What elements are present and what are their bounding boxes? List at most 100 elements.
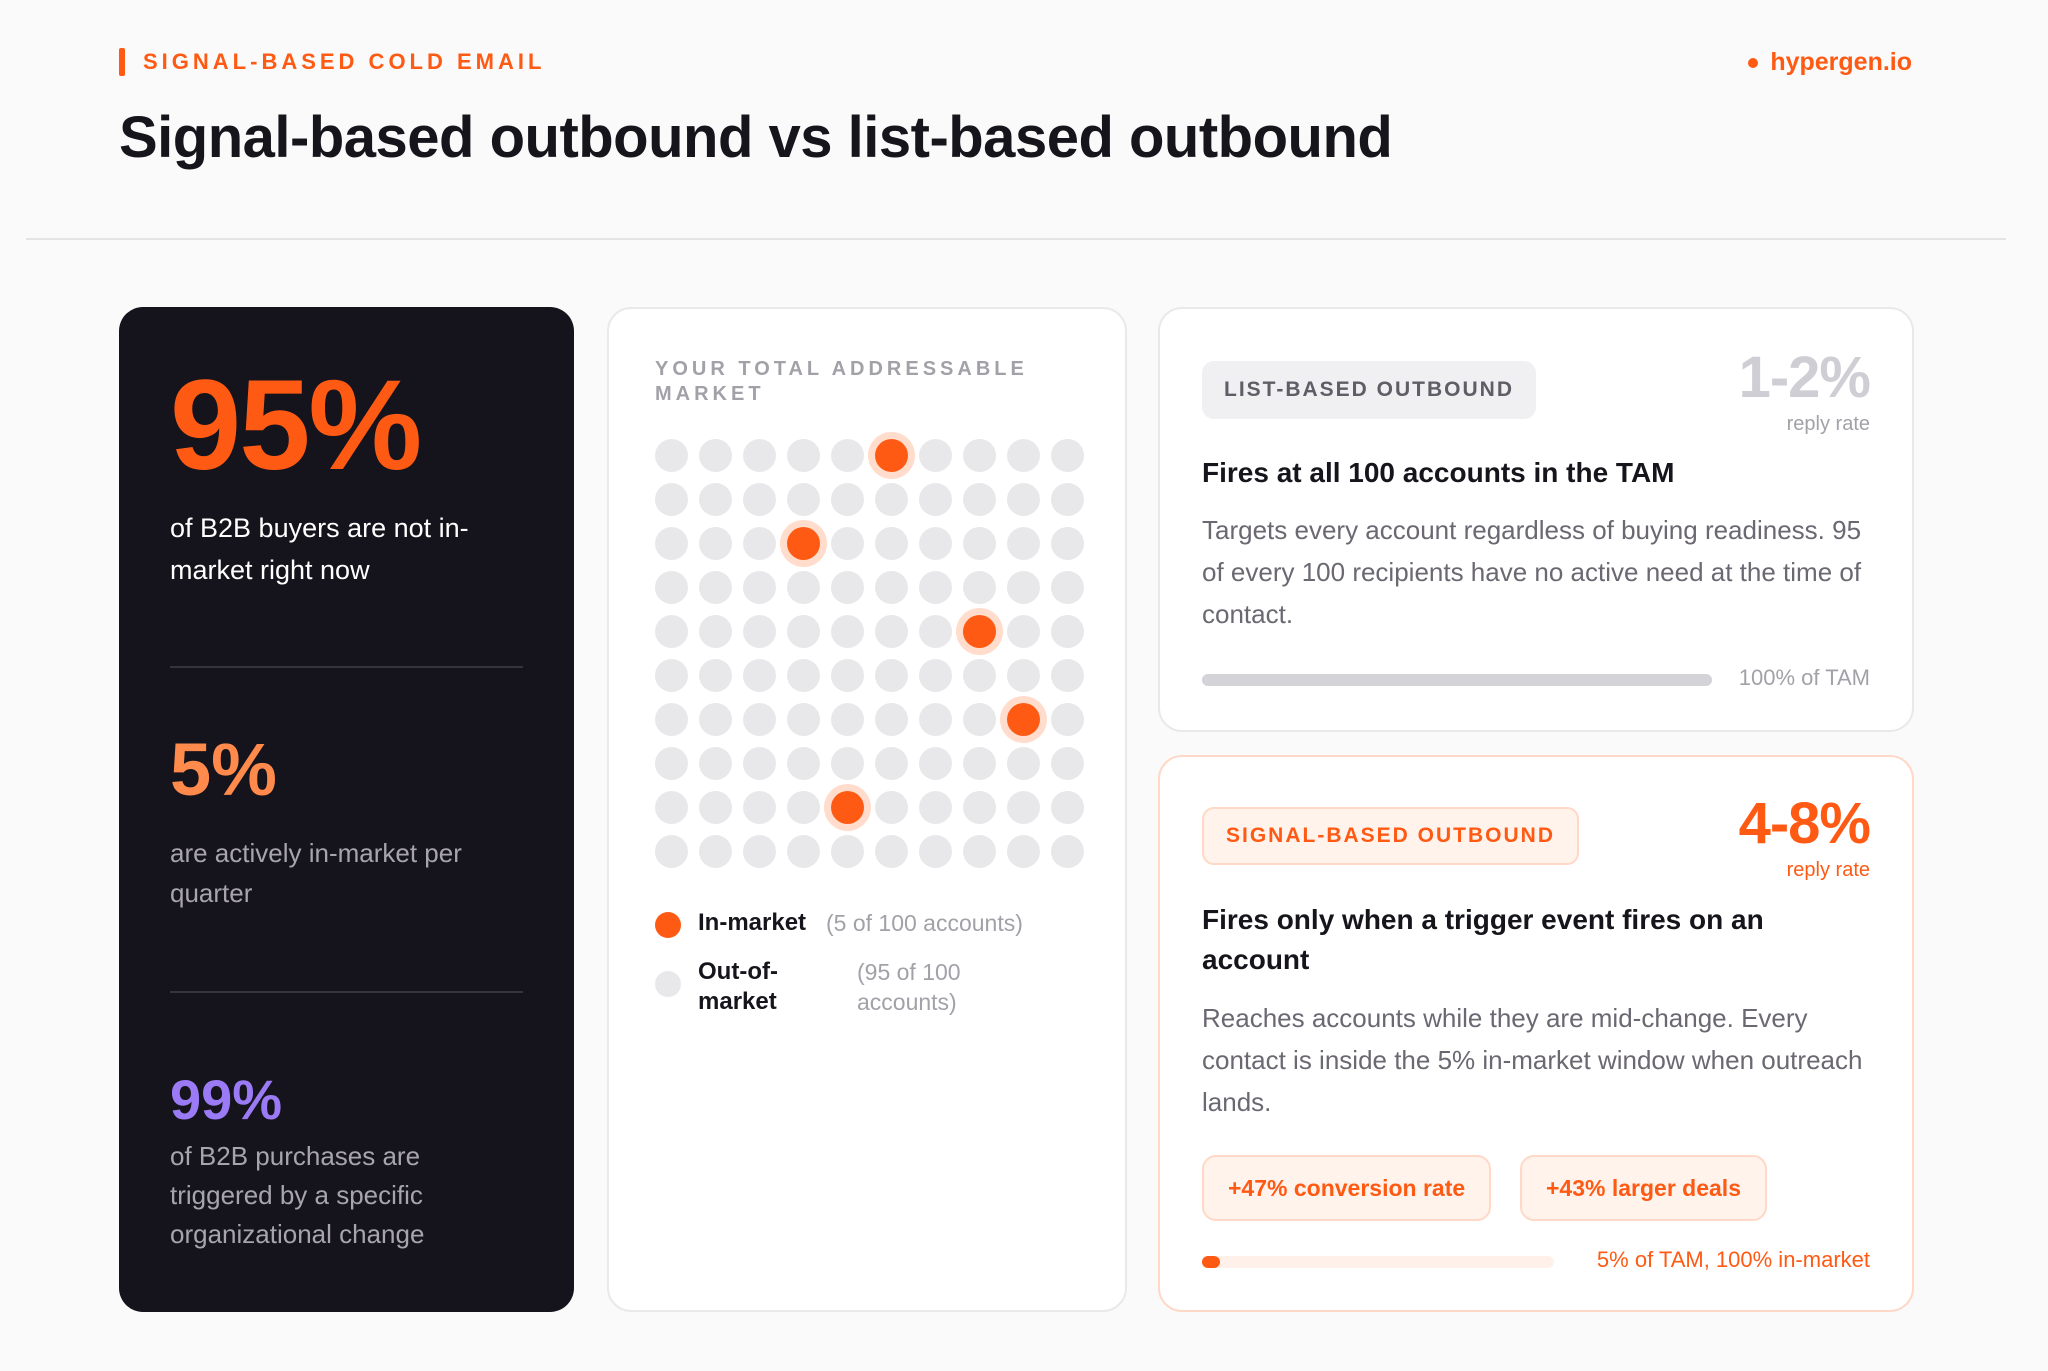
account-dot — [1007, 659, 1040, 692]
account-dot — [1051, 615, 1084, 648]
signal-based-heading: Fires only when a trigger event fires on… — [1202, 904, 1764, 975]
account-dot — [919, 659, 952, 692]
signal-based-rate: 4-8% reply rate — [1739, 795, 1871, 882]
legend-item-in-market: In-market (5 of 100 accounts) — [655, 908, 1023, 938]
stat-tertiary-value: 99% — [170, 1068, 283, 1131]
account-dot — [831, 659, 864, 692]
list-based-body: Targets every account regardless of buyi… — [1202, 515, 1862, 629]
account-dot — [699, 615, 732, 648]
rate-value: 1-2% — [1738, 345, 1871, 410]
account-dot — [831, 527, 864, 560]
account-dot-in-market — [963, 615, 996, 648]
account-dot — [875, 571, 908, 604]
coverage-bar-fill — [1202, 674, 1712, 686]
account-dot — [655, 527, 688, 560]
account-dot-in-market — [831, 791, 864, 824]
account-dot — [831, 703, 864, 736]
account-dot — [1007, 483, 1040, 516]
page-title: Signal-based outbound vs list-based outb… — [119, 105, 1393, 170]
account-dot — [743, 791, 776, 824]
account-dot — [787, 659, 820, 692]
account-dot — [1051, 659, 1084, 692]
account-dot — [919, 747, 952, 780]
eyebrow-label: SIGNAL-BASED COLD EMAIL — [143, 49, 546, 74]
account-dot — [919, 615, 952, 648]
account-dot — [875, 615, 908, 648]
legend-item-out-of-market: Out-of-market (95 of 100 accounts) — [655, 957, 1007, 1017]
list-based-rate: 1-2% reply rate — [1738, 345, 1871, 436]
account-dot — [963, 659, 996, 692]
account-dot — [919, 527, 952, 560]
stat-tertiary-desc: of B2B purchases are triggered by a spec… — [170, 1141, 425, 1249]
account-dot — [875, 527, 908, 560]
account-dot — [1051, 439, 1084, 472]
account-dot — [787, 747, 820, 780]
account-dot — [699, 527, 732, 560]
list-based-coverage-bar — [1202, 674, 1712, 686]
legend-label: Out-of-market — [698, 958, 778, 1015]
account-dot — [743, 483, 776, 516]
account-dot — [743, 527, 776, 560]
account-dot — [699, 791, 732, 824]
list-based-heading: Fires at all 100 accounts in the TAM — [1202, 457, 1675, 488]
legend-count: (5 of 100 accounts) — [826, 910, 1023, 936]
account-dot — [1007, 615, 1040, 648]
account-dot — [831, 483, 864, 516]
tam-label: YOUR TOTAL ADDRESSABLE MARKET — [655, 358, 1028, 405]
account-dot — [919, 571, 952, 604]
account-dot — [655, 483, 688, 516]
tam-dot-grid — [655, 439, 1095, 879]
account-dot — [1007, 747, 1040, 780]
conversion-rate-chip: +47% conversion rate — [1202, 1155, 1492, 1221]
account-dot — [1051, 483, 1084, 516]
header-divider — [26, 238, 2006, 240]
account-dot — [743, 747, 776, 780]
account-dot — [875, 747, 908, 780]
signal-based-body: Reaches accounts while they are mid-chan… — [1202, 1003, 1863, 1117]
account-dot — [1051, 791, 1084, 824]
account-dot — [1007, 527, 1040, 560]
account-dot — [699, 571, 732, 604]
account-dot — [831, 835, 864, 868]
account-dot — [699, 439, 732, 472]
account-dot — [1051, 747, 1084, 780]
account-dot — [1007, 571, 1040, 604]
rate-caption: reply rate — [1786, 859, 1870, 881]
account-dot — [875, 835, 908, 868]
list-based-card: LIST-BASED OUTBOUND 1-2% reply rate Fire… — [1158, 307, 1914, 732]
account-dot — [875, 791, 908, 824]
account-dot — [743, 703, 776, 736]
account-dot — [963, 703, 996, 736]
account-dot — [1051, 703, 1084, 736]
account-dot — [743, 439, 776, 472]
account-dot-in-market — [787, 527, 820, 560]
stats-card: 95% of B2B buyers are not in-market righ… — [119, 307, 574, 1312]
account-dot — [655, 571, 688, 604]
account-dot — [655, 791, 688, 824]
account-dot — [963, 835, 996, 868]
signal-based-coverage-caption: 5% of TAM, 100% in-market — [1596, 1247, 1870, 1272]
signal-based-coverage-bar — [1202, 1256, 1554, 1268]
account-dot — [699, 659, 732, 692]
account-dot-in-market — [1007, 703, 1040, 736]
account-dot — [831, 571, 864, 604]
legend-dot-icon — [655, 912, 681, 938]
account-dot — [743, 659, 776, 692]
brand-label: hypergen.io — [1770, 48, 1912, 76]
account-dot — [699, 483, 732, 516]
legend-count: (95 of 100 accounts) — [857, 959, 961, 1015]
stat-primary-desc: of B2B buyers are not in-market right no… — [170, 513, 469, 585]
account-dot-in-market — [875, 439, 908, 472]
list-based-pill: LIST-BASED OUTBOUND — [1202, 361, 1536, 419]
eyebrow-accent-bar — [119, 48, 125, 76]
brand-link[interactable]: hypergen.io — [1748, 48, 1912, 77]
account-dot — [787, 439, 820, 472]
account-dot — [919, 791, 952, 824]
account-dot — [963, 791, 996, 824]
account-dot — [1051, 835, 1084, 868]
account-dot — [831, 439, 864, 472]
account-dot — [831, 747, 864, 780]
account-dot — [1007, 835, 1040, 868]
larger-deals-chip: +43% larger deals — [1520, 1155, 1767, 1221]
signal-based-pill: SIGNAL-BASED OUTBOUND — [1202, 807, 1579, 865]
